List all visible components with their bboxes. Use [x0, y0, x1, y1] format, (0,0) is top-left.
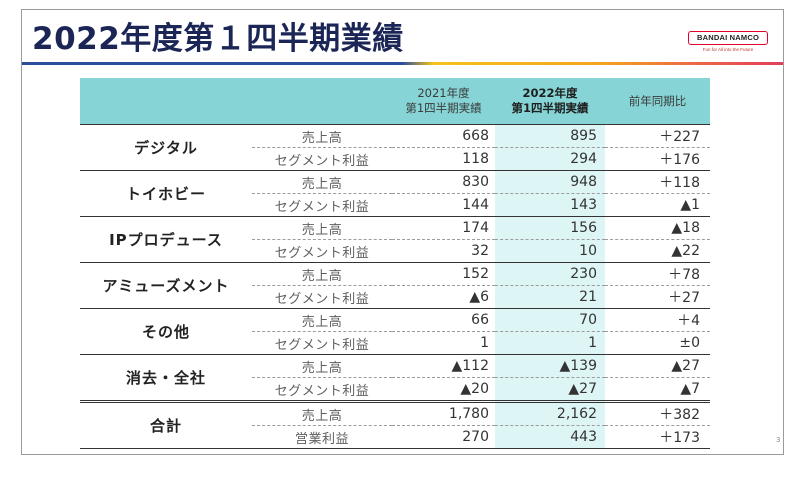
row-label: 売上高 — [252, 308, 392, 332]
row-label: 売上高 — [252, 354, 392, 378]
header-2021-q1-line1: 2021年度 — [417, 86, 470, 100]
value-2021-q1: 830 — [392, 170, 495, 194]
segment-name: IPプロデュース — [80, 216, 252, 263]
value-2022-q1: 294 — [495, 147, 605, 171]
header-2021-q1: 2021年度 第1四半期実績 — [392, 78, 495, 125]
table-row: アミューズメント 売上高 152 230 ＋78 — [80, 262, 710, 309]
segment-name: その他 — [80, 308, 252, 355]
table-row: セグメント利益 32 10 ▲22 — [80, 239, 710, 263]
value-2022-q1: 10 — [495, 239, 605, 263]
row-label: セグメント利益 — [252, 285, 392, 309]
value-2022-q1: 143 — [495, 193, 605, 217]
row-label: セグメント利益 — [252, 147, 392, 171]
table-row: セグメント利益 ▲6 21 ＋27 — [80, 285, 710, 309]
value-yoy-change: ＋173 — [605, 425, 710, 449]
row-label: 売上高 — [252, 124, 392, 148]
header-item — [252, 78, 392, 125]
value-2022-q1: ▲139 — [495, 354, 605, 378]
value-2021-q1: 32 — [392, 239, 495, 263]
value-2021-q1: 668 — [392, 124, 495, 148]
value-2022-q1: 2,162 — [495, 400, 605, 426]
value-2021-q1: 1 — [392, 331, 495, 355]
header-2021-q1-line2: 第1四半期実績 — [405, 101, 482, 115]
table-row: IPプロデュース 売上高 174 156 ▲18 — [80, 216, 710, 263]
value-yoy-change: ＋227 — [605, 124, 710, 148]
value-2021-q1: 270 — [392, 425, 495, 449]
table-row: セグメント利益 ▲20 ▲27 ▲7 — [80, 377, 710, 402]
row-label: セグメント利益 — [252, 193, 392, 217]
value-yoy-change: ＋382 — [605, 400, 710, 426]
segment-name: 合計 — [80, 400, 252, 449]
value-2021-q1: ▲112 — [392, 354, 495, 378]
header-2022-q1-line1: 2022年度 — [522, 86, 578, 100]
segment-name: デジタル — [80, 124, 252, 171]
value-2022-q1: 156 — [495, 216, 605, 240]
value-2022-q1: ▲27 — [495, 377, 605, 402]
value-yoy-change: ＋78 — [605, 262, 710, 286]
row-label: セグメント利益 — [252, 239, 392, 263]
segment-name: 消去・全社 — [80, 354, 252, 402]
value-yoy-change: ＋176 — [605, 147, 710, 171]
table-row: セグメント利益 1 1 ±0 — [80, 331, 710, 355]
header-2022-q1-line2: 第1四半期実績 — [511, 101, 589, 115]
header-yoy-change: 前年同期比 — [605, 78, 710, 125]
row-label: 営業利益 — [252, 425, 392, 449]
value-yoy-change: ±0 — [605, 331, 710, 355]
value-yoy-change: ＋27 — [605, 285, 710, 309]
row-label: 売上高 — [252, 170, 392, 194]
value-2021-q1: 1,780 — [392, 400, 495, 426]
value-2022-q1: 1 — [495, 331, 605, 355]
row-label: 売上高 — [252, 216, 392, 240]
segment-name: トイホビー — [80, 170, 252, 217]
table-row: セグメント利益 144 143 ▲1 — [80, 193, 710, 217]
value-2022-q1: 70 — [495, 308, 605, 332]
table-row: 消去・全社 売上高 ▲112 ▲139 ▲27 — [80, 354, 710, 402]
value-yoy-change: ▲18 — [605, 216, 710, 240]
value-2021-q1: ▲6 — [392, 285, 495, 309]
title-underline — [22, 62, 783, 65]
header-segment — [80, 78, 252, 125]
table-header-row: 2021年度 第1四半期実績 2022年度 第1四半期実績 前年同期比 — [80, 78, 710, 125]
total-row: 合計 売上高 1,780 2,162 ＋382 — [80, 400, 710, 449]
value-2021-q1: 152 — [392, 262, 495, 286]
value-2022-q1: 895 — [495, 124, 605, 148]
logo-wordmark: BANDAI NAMCO — [688, 31, 768, 45]
value-2022-q1: 443 — [495, 425, 605, 449]
total-row: 営業利益 270 443 ＋173 — [80, 425, 710, 449]
value-2022-q1: 948 — [495, 170, 605, 194]
value-yoy-change: ▲7 — [605, 377, 710, 402]
segment-results-table: 2021年度 第1四半期実績 2022年度 第1四半期実績 前年同期比 デジタル… — [80, 78, 710, 449]
value-2021-q1: ▲20 — [392, 377, 495, 402]
slide-title: 2022年度第１四半期業績 — [32, 21, 404, 57]
value-2022-q1: 21 — [495, 285, 605, 309]
table-row: セグメント利益 118 294 ＋176 — [80, 147, 710, 171]
row-label: セグメント利益 — [252, 377, 392, 402]
row-label: 売上高 — [252, 262, 392, 286]
header-2022-q1: 2022年度 第1四半期実績 — [495, 78, 605, 125]
value-2021-q1: 66 — [392, 308, 495, 332]
table-row: デジタル 売上高 668 895 ＋227 — [80, 124, 710, 171]
segment-name: アミューズメント — [80, 262, 252, 309]
value-yoy-change: ▲27 — [605, 354, 710, 378]
table-row: トイホビー 売上高 830 948 ＋118 — [80, 170, 710, 217]
table-row: その他 売上高 66 70 ＋4 — [80, 308, 710, 355]
value-yoy-change: ▲1 — [605, 193, 710, 217]
logo-tagline: Fun for All into the Future — [702, 47, 754, 52]
value-yoy-change: ▲22 — [605, 239, 710, 263]
row-label: セグメント利益 — [252, 331, 392, 355]
value-2021-q1: 144 — [392, 193, 495, 217]
value-2021-q1: 118 — [392, 147, 495, 171]
value-yoy-change: ＋4 — [605, 308, 710, 332]
page-number: 3 — [776, 436, 781, 444]
value-2021-q1: 174 — [392, 216, 495, 240]
value-yoy-change: ＋118 — [605, 170, 710, 194]
row-label: 売上高 — [252, 400, 392, 426]
value-2022-q1: 230 — [495, 262, 605, 286]
